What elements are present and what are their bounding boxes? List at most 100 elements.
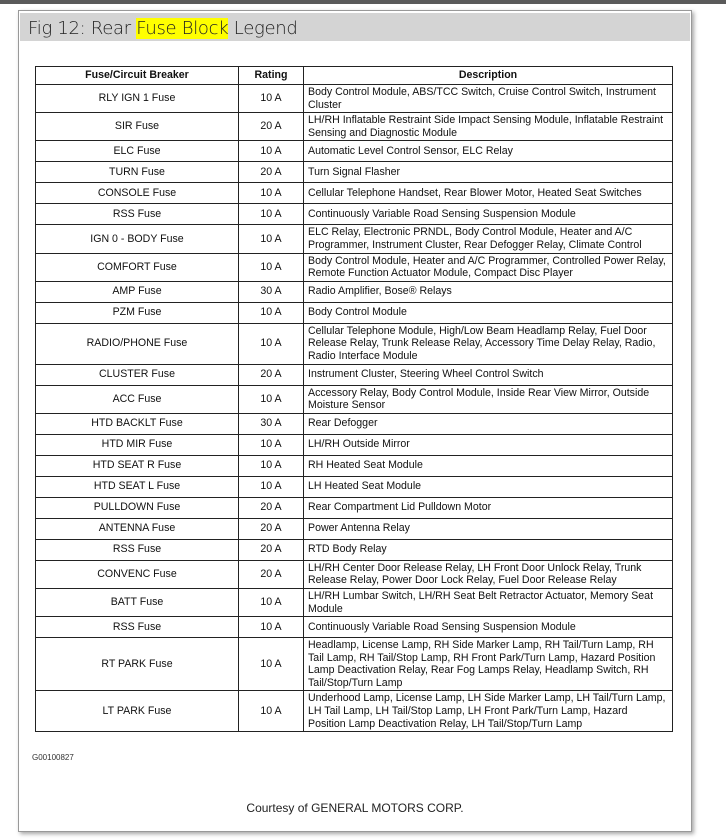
- rating-cell: 10 A: [238, 224, 304, 254]
- rating-cell: 30 A: [238, 412, 304, 435]
- courtesy-text: Courtesy of GENERAL MOTORS CORP.: [246, 801, 464, 815]
- table-row: RSS Fuse 10 A Continuously Variable Road S…: [35, 203, 673, 226]
- table-row: HTD SEAT R Fuse 10 A RH Heated Seat Module: [35, 454, 673, 477]
- rating-cell: 20 A: [238, 496, 304, 519]
- rating-cell: 20 A: [238, 538, 304, 561]
- table-row: PZM Fuse 10 A Body Control Module: [35, 301, 673, 324]
- fuse-cell: ELC Fuse: [35, 140, 239, 163]
- fuse-cell: PZM Fuse: [35, 301, 239, 324]
- description-cell: Underhood Lamp, License Lamp, LH Side Ma…: [303, 690, 673, 733]
- description-cell: Automatic Level Control Sensor, ELC Rela…: [303, 140, 673, 163]
- title-highlight: Fuse Block: [136, 18, 229, 39]
- fuse-cell: CLUSTER Fuse: [35, 363, 239, 386]
- rating-cell: 10 A: [238, 203, 304, 226]
- fuse-cell: RT PARK Fuse: [35, 637, 239, 692]
- table-row: COMFORT Fuse 10 A Body Control Module, Hea…: [35, 252, 673, 282]
- table-row: CONSOLE Fuse 10 A Cellular Telephone Hands…: [35, 182, 673, 205]
- fuse-cell: COMFORT Fuse: [35, 252, 239, 282]
- table-row: LT PARK Fuse 10 A Underhood Lamp, License …: [35, 690, 673, 733]
- description-cell: Rear Compartment Lid Pulldown Motor: [303, 496, 673, 519]
- rating-cell: 10 A: [238, 252, 304, 282]
- rating-cell: 10 A: [238, 616, 304, 639]
- table-row: ACC Fuse 10 A Accessory Relay, Body Contro…: [35, 384, 673, 414]
- rating-cell: 10 A: [238, 690, 304, 733]
- rating-cell: 10 A: [238, 301, 304, 324]
- fuse-cell: IGN 0 - BODY Fuse: [35, 224, 239, 254]
- table-row: RSS Fuse 20 A RTD Body Relay: [35, 538, 673, 561]
- rating-cell: 10 A: [238, 140, 304, 163]
- description-cell: LH/RH Center Door Release Relay, LH Fron…: [303, 559, 673, 589]
- table-row: CONVENC Fuse 20 A LH/RH Center Door Releas…: [35, 559, 673, 589]
- fuse-cell: SIR Fuse: [35, 112, 239, 142]
- rating-cell: 20 A: [238, 112, 304, 142]
- description-cell: Body Control Module: [303, 301, 673, 324]
- fuse-legend-table: Fuse/Circuit Breaker Rating Description …: [35, 66, 673, 733]
- description-cell: Body Control Module, Heater and A/C Prog…: [303, 252, 673, 282]
- title-suffix: Legend: [228, 18, 298, 39]
- fuse-cell: HTD MIR Fuse: [35, 433, 239, 456]
- description-cell: Turn Signal Flasher: [303, 161, 673, 184]
- fuse-cell: AMP Fuse: [35, 280, 239, 303]
- table-row: RADIO/PHONE Fuse 10 A Cellular Telephone M…: [35, 322, 673, 365]
- top-bar: [0, 0, 726, 4]
- header-description: Description: [303, 66, 673, 85]
- fuse-cell: RADIO/PHONE Fuse: [35, 322, 239, 365]
- header-rating: Rating: [238, 66, 304, 85]
- description-cell: ELC Relay, Electronic PRNDL, Body Contro…: [303, 224, 673, 254]
- table-row: PULLDOWN Fuse 20 A Rear Compartment Lid Pu…: [35, 496, 673, 519]
- description-cell: LH Heated Seat Module: [303, 475, 673, 498]
- table-row: CLUSTER Fuse 20 A Instrument Cluster, Stee…: [35, 363, 673, 386]
- rating-cell: 20 A: [238, 517, 304, 540]
- description-cell: Accessory Relay, Body Control Module, In…: [303, 384, 673, 414]
- description-cell: Cellular Telephone Handset, Rear Blower …: [303, 182, 673, 205]
- rating-cell: 10 A: [238, 384, 304, 414]
- fuse-cell: ANTENNA Fuse: [35, 517, 239, 540]
- rating-cell: 10 A: [238, 433, 304, 456]
- rating-cell: 20 A: [238, 363, 304, 386]
- description-cell: Cellular Telephone Module, High/Low Beam…: [303, 322, 673, 365]
- rating-cell: 20 A: [238, 161, 304, 184]
- description-cell: Headlamp, License Lamp, RH Side Marker L…: [303, 637, 673, 692]
- rating-cell: 10 A: [238, 637, 304, 692]
- fuse-cell: HTD BACKLT Fuse: [35, 412, 239, 435]
- fuse-cell: TURN Fuse: [35, 161, 239, 184]
- table-row: HTD BACKLT Fuse 30 A Rear Defogger: [35, 412, 673, 435]
- fuse-cell: RSS Fuse: [35, 203, 239, 226]
- description-cell: Body Control Module, ABS/TCC Switch, Cru…: [303, 83, 673, 114]
- title-bar: Fig 12: Rear Fuse Block Legend: [20, 13, 690, 41]
- description-cell: LH/RH Outside Mirror: [303, 433, 673, 456]
- figure-code: G00100827: [32, 753, 74, 762]
- fuse-cell: RSS Fuse: [35, 616, 239, 639]
- table-row: ELC Fuse 10 A Automatic Level Control Sens…: [35, 140, 673, 163]
- table-row: RLY IGN 1 Fuse 10 A Body Control Module, A…: [35, 83, 673, 114]
- description-cell: RH Heated Seat Module: [303, 454, 673, 477]
- description-cell: Continuously Variable Road Sensing Suspe…: [303, 203, 673, 226]
- description-cell: RTD Body Relay: [303, 538, 673, 561]
- figure-title: Fig 12: Rear Fuse Block Legend: [28, 18, 298, 39]
- description-cell: Power Antenna Relay: [303, 517, 673, 540]
- fuse-cell: CONVENC Fuse: [35, 559, 239, 589]
- description-cell: LH/RH Inflatable Restraint Side Impact S…: [303, 112, 673, 142]
- rating-cell: 20 A: [238, 559, 304, 589]
- description-cell: Continuously Variable Road Sensing Suspe…: [303, 616, 673, 639]
- description-cell: LH/RH Lumbar Switch, LH/RH Seat Belt Ret…: [303, 587, 673, 618]
- fuse-cell: ACC Fuse: [35, 384, 239, 414]
- fuse-cell: LT PARK Fuse: [35, 690, 239, 733]
- fuse-cell: RSS Fuse: [35, 538, 239, 561]
- table-row: RSS Fuse 10 A Continuously Variable Road S…: [35, 616, 673, 639]
- table-row: HTD SEAT L Fuse 10 A LH Heated Seat Module: [35, 475, 673, 498]
- table-row: SIR Fuse 20 A LH/RH Inflatable Restraint S…: [35, 112, 673, 142]
- rating-cell: 10 A: [238, 475, 304, 498]
- description-cell: Radio Amplifier, Bose® Relays: [303, 280, 673, 303]
- table-row: ANTENNA Fuse 20 A Power Antenna Relay: [35, 517, 673, 540]
- table-row: AMP Fuse 30 A Radio Amplifier, Bose® Relay…: [35, 280, 673, 303]
- table-row: BATT Fuse 10 A LH/RH Lumbar Switch, LH/RH …: [35, 587, 673, 618]
- rating-cell: 30 A: [238, 280, 304, 303]
- table-row: RT PARK Fuse 10 A Headlamp, License Lamp, …: [35, 637, 673, 692]
- fuse-cell: PULLDOWN Fuse: [35, 496, 239, 519]
- table-row: IGN 0 - BODY Fuse 10 A ELC Relay, Electron…: [35, 224, 673, 254]
- figure-frame: Fig 12: Rear Fuse Block Legend Fuse/Circ…: [18, 10, 692, 832]
- fuse-cell: BATT Fuse: [35, 587, 239, 618]
- description-cell: Rear Defogger: [303, 412, 673, 435]
- table-row: HTD MIR Fuse 10 A LH/RH Outside Mirror: [35, 433, 673, 456]
